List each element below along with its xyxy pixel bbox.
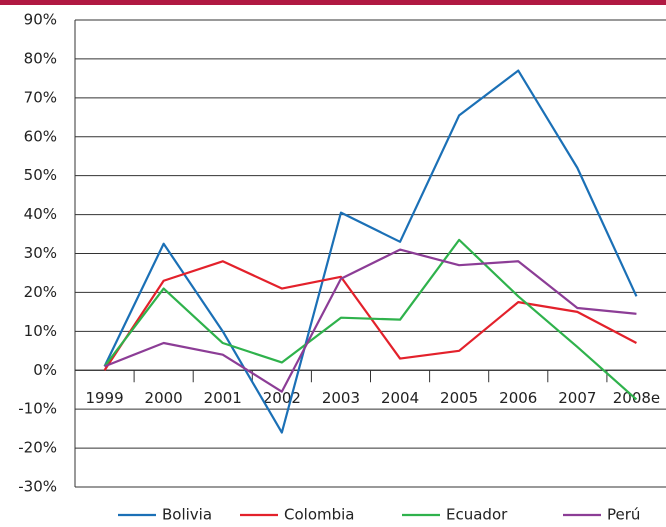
x-tick-label: 2008e	[613, 389, 660, 407]
x-tick-label: 2006	[499, 389, 537, 407]
y-tick-label: 20%	[24, 283, 57, 301]
x-tick-label: 2007	[558, 389, 596, 407]
x-tick-label: 2000	[145, 389, 183, 407]
series-line	[103, 238, 638, 401]
y-tick-label: 40%	[24, 205, 57, 223]
x-tick-label: 2005	[440, 389, 478, 407]
y-tick-label: -20%	[18, 439, 57, 457]
series-line	[104, 248, 637, 393]
series-line	[103, 260, 637, 371]
y-tick-label: 70%	[24, 88, 57, 106]
legend-label: Colombia	[284, 506, 355, 524]
top-bar	[0, 0, 666, 5]
legend-label: Ecuador	[446, 506, 508, 524]
y-tick-label: 0%	[33, 361, 57, 379]
x-tick-label: 2001	[204, 389, 242, 407]
y-tick-label: 80%	[24, 49, 57, 67]
y-tick-label: 60%	[24, 127, 57, 145]
x-tick-label: 1999	[85, 389, 123, 407]
y-tick-label: 90%	[24, 11, 57, 29]
series-line	[103, 69, 638, 434]
y-tick-label: -30%	[18, 478, 57, 496]
x-tick-label: 2003	[322, 389, 360, 407]
legend-label: Perú	[607, 506, 640, 524]
y-tick-label: 50%	[24, 166, 57, 184]
x-tick-label: 2004	[381, 389, 419, 407]
y-tick-label: 30%	[24, 244, 57, 262]
y-tick-label: 10%	[24, 322, 57, 340]
legend-label: Bolivia	[162, 506, 212, 524]
y-tick-label: -10%	[18, 400, 57, 418]
